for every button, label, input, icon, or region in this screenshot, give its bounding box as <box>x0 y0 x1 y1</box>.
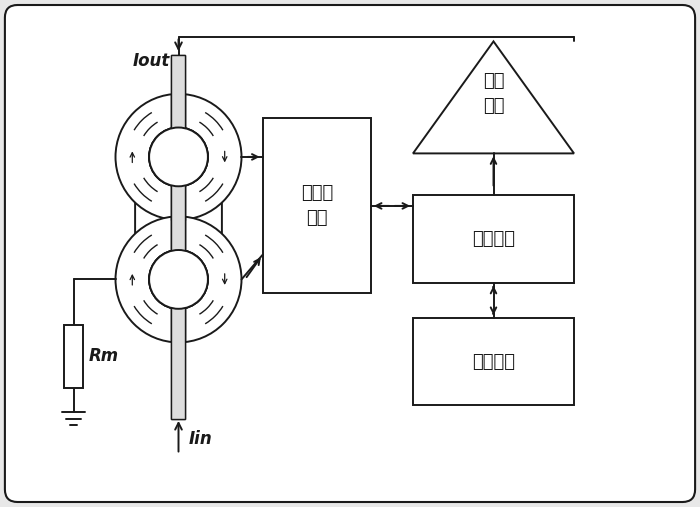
Text: 功率
放大: 功率 放大 <box>483 73 504 116</box>
Polygon shape <box>413 42 574 154</box>
Text: Rm: Rm <box>88 347 118 366</box>
Circle shape <box>149 250 208 309</box>
Text: Iin: Iin <box>189 430 213 448</box>
Circle shape <box>149 127 208 186</box>
Circle shape <box>149 127 208 186</box>
Circle shape <box>149 250 208 309</box>
Circle shape <box>149 250 208 309</box>
Bar <box>64 325 83 388</box>
Text: 状态监测: 状态监测 <box>472 353 515 371</box>
Text: Iout: Iout <box>133 52 170 70</box>
Circle shape <box>116 216 241 342</box>
Bar <box>172 55 186 419</box>
Text: 调制与
解调: 调制与 解调 <box>300 185 333 228</box>
Bar <box>172 55 186 419</box>
Bar <box>413 195 574 283</box>
Bar <box>172 94 186 220</box>
Polygon shape <box>135 195 222 241</box>
Circle shape <box>116 94 241 220</box>
Bar <box>172 216 186 342</box>
Bar <box>413 318 574 406</box>
Bar <box>262 119 371 294</box>
FancyBboxPatch shape <box>5 5 695 502</box>
Text: 信号调理: 信号调理 <box>472 230 515 248</box>
Circle shape <box>149 127 208 186</box>
